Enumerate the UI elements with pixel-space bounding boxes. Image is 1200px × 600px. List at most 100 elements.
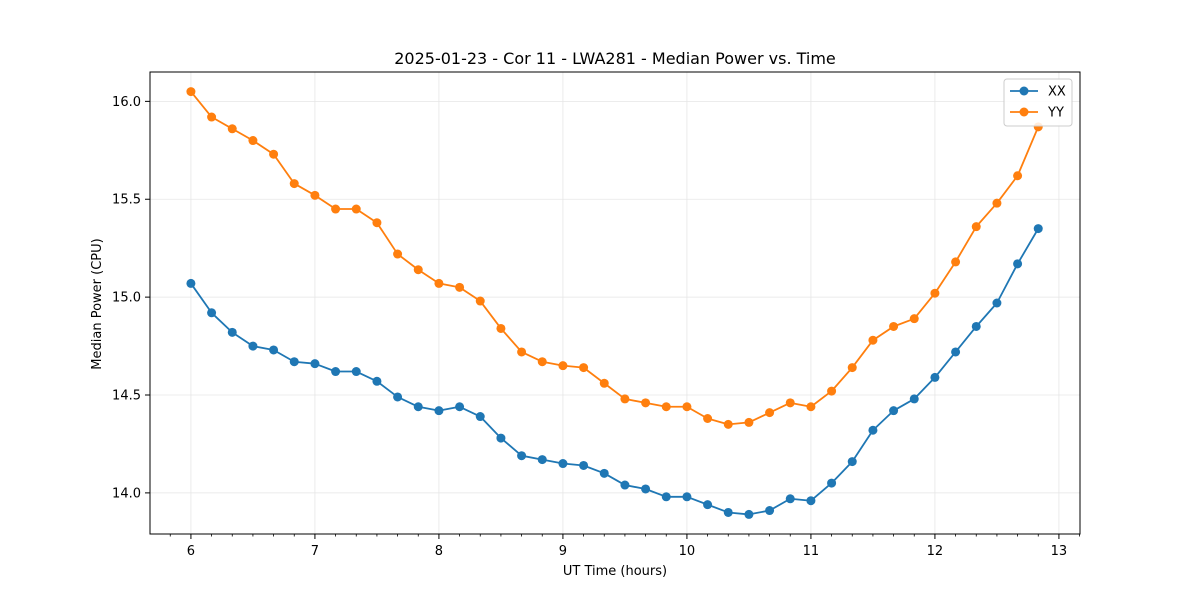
x-tick-label: 7 [311,544,319,559]
data-point-xx [537,455,547,465]
data-point-yy [434,278,444,288]
data-point-yy [765,408,775,418]
data-point-xx [1033,224,1043,234]
y-tick-label: 16.0 [112,95,141,110]
legend-xx-marker [1019,86,1029,96]
x-tick-label: 12 [927,544,944,559]
data-point-xx [517,451,527,461]
data-point-yy [909,314,919,324]
data-point-yy [785,398,795,408]
data-point-yy [827,386,837,396]
data-point-yy [372,218,382,228]
x-tick-label: 13 [1051,544,1068,559]
chart-title: 2025-01-23 - Cor 11 - LWA281 - Median Po… [394,49,836,68]
data-point-yy [930,288,940,298]
data-point-xx [579,460,589,470]
data-point-yy [992,198,1002,208]
legend: XX YY [1003,78,1073,127]
data-point-xx [703,500,713,510]
data-point-yy [248,136,258,146]
data-point-xx [682,492,692,502]
data-point-xx [413,402,423,412]
data-point-yy [517,347,527,357]
data-point-yy [455,282,465,292]
data-point-xx [207,308,217,318]
y-tick-label: 14.5 [112,389,141,404]
data-point-yy [558,361,568,371]
data-point-yy [971,222,981,232]
data-point-xx [785,494,795,504]
data-point-xx [496,433,506,443]
data-point-xx [455,402,465,412]
data-point-xx [248,341,258,351]
data-point-xx [1013,259,1023,269]
data-point-yy [413,265,423,275]
data-point-yy [269,149,279,159]
data-point-xx [661,492,671,502]
data-point-yy [661,402,671,412]
data-point-yy [310,190,320,200]
x-tick-label: 9 [559,544,567,559]
axes: 6 7 8 9 10 11 12 13 14.0 14.5 15.0 15.5 16.0 [112,95,1080,559]
x-tick-label: 11 [803,544,820,559]
data-point-yy [806,402,816,412]
data-point-xx [827,478,837,488]
data-point-xx [372,376,382,386]
data-point-xx [971,321,981,331]
data-point-xx [723,507,733,517]
legend-xx-label: XX [1048,85,1066,100]
data-point-xx [951,347,961,357]
data-point-xx [558,459,568,469]
data-point-yy [599,378,609,388]
data-point-xx [310,359,320,369]
x-axis-label: UT Time (hours) [563,564,667,579]
data-point-xx [269,345,279,355]
data-point-yy [537,357,547,367]
data-point-xx [930,372,940,382]
data-point-xx [806,496,816,506]
x-tick-label: 10 [679,544,696,559]
data-point-yy [723,419,733,429]
data-point-yy [620,394,630,404]
data-point-xx [992,298,1002,308]
y-tick-label: 14.0 [112,486,141,501]
data-point-yy [641,398,651,408]
data-point-xx [434,406,444,416]
y-tick-label: 15.5 [112,193,141,208]
data-point-yy [351,204,361,214]
legend-yy-marker [1019,107,1029,117]
data-point-yy [703,414,713,423]
data-point-yy [868,335,878,345]
data-point-xx [331,367,341,377]
data-point-yy [186,87,196,97]
data-point-yy [744,417,754,427]
grid-lines [150,72,1080,534]
data-point-yy [393,249,403,259]
data-point-xx [289,357,299,367]
data-point-xx [765,506,775,516]
data-point-xx [909,394,919,404]
data-point-xx [351,367,361,377]
data-point-yy [331,204,341,214]
data-point-xx [475,412,485,422]
x-tick-label: 6 [187,544,195,559]
data-point-xx [186,278,196,288]
data-point-yy [207,112,217,122]
y-tick-label: 15.0 [112,291,141,306]
data-point-yy [847,363,857,373]
plot-frame [149,71,1081,535]
data-point-xx [227,327,237,337]
x-tick-label: 8 [435,544,443,559]
data-point-yy [289,179,299,189]
data-point-yy [1013,171,1023,181]
data-point-yy [682,402,692,412]
data-point-yy [951,257,961,267]
legend-yy-label: YY [1047,106,1064,121]
data-point-yy [496,323,506,333]
data-point-xx [744,509,754,519]
data-point-yy [475,296,485,306]
data-point-xx [868,425,878,435]
data-point-xx [620,480,630,490]
data-point-yy [579,363,589,373]
